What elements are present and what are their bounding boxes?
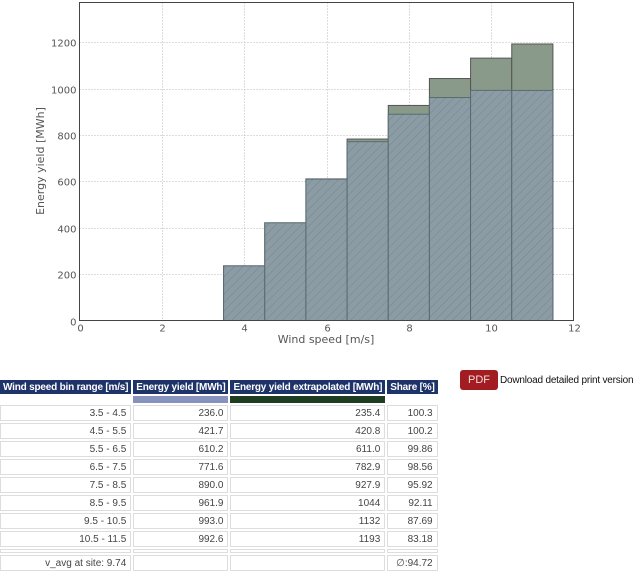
- table-row: 8.5 - 9.5 961.9 1044 92.11: [0, 495, 438, 511]
- plot-frame: [79, 2, 574, 321]
- yield-bars: [223, 89, 554, 322]
- x-tick-label: 12: [568, 324, 581, 335]
- axis-ticks: 0 2 4 6 8 10 12 0 200 400 600 800 1000 1200: [51, 39, 581, 335]
- x-tick-label: 2: [159, 324, 165, 335]
- x-tick-label: 0: [77, 324, 83, 335]
- cell-extrapolated: 1193: [230, 531, 386, 547]
- swatch-energy-yield: [133, 396, 229, 403]
- yield-bar: [428, 97, 472, 321]
- cell-bin: 8.5 - 9.5: [0, 495, 132, 511]
- table-row: 9.5 - 10.5 993.0 1132 87.69: [0, 513, 438, 529]
- x-tick-label: 8: [406, 324, 412, 335]
- spacer-cell: [387, 549, 438, 553]
- cell-yield: 961.9: [133, 495, 229, 511]
- cell-bin: 9.5 - 10.5: [0, 513, 132, 529]
- energy-yield-chart: 0 2 4 6 8 10 12 0 200 400 600 800 1000 1200 Wind spee…: [34, 2, 581, 346]
- cell-bin: 3.5 - 4.5: [0, 405, 132, 421]
- cell-share: 100.2: [387, 423, 438, 439]
- table-footer-row: v_avg at site: 9.74 ∅:94.72: [0, 555, 438, 571]
- cell-share: 92.11: [387, 495, 438, 511]
- cell-yield: 610.2: [133, 441, 229, 457]
- swatch-empty: [387, 396, 437, 403]
- pdf-button[interactable]: PDF: [460, 370, 498, 390]
- header-bin-range: Wind speed bin range [m/s]: [0, 380, 132, 394]
- y-tick-label: 200: [57, 271, 76, 282]
- yield-bar: [387, 113, 430, 322]
- swatch-energy-extrapolated: [230, 396, 386, 403]
- y-tick-label: 400: [57, 225, 76, 236]
- table-row: 5.5 - 6.5 610.2 611.0 99.86: [0, 441, 438, 457]
- yield-bar: [511, 89, 554, 321]
- table-row: 3.5 - 4.5 236.0 235.4 100.3: [0, 405, 438, 421]
- x-tick-label: 4: [241, 324, 247, 335]
- y-tick-label: 0: [70, 318, 76, 329]
- spacer-cell: [0, 549, 132, 553]
- x-tick-label: 6: [324, 324, 330, 335]
- cell-extrapolated: 235.4: [230, 405, 386, 421]
- cell-bin: 4.5 - 5.5: [0, 423, 132, 439]
- spacer-cell: [230, 549, 386, 553]
- yield-bar: [264, 222, 307, 321]
- pdf-download: PDF Download detailed print version: [460, 370, 634, 390]
- cell-extrapolated: 1132: [230, 513, 386, 529]
- cell-yield: 992.6: [133, 531, 229, 547]
- yield-bar: [305, 178, 348, 321]
- y-axis-label: Energy yield [MWh]: [34, 107, 47, 215]
- header-share: Share [%]: [387, 380, 438, 394]
- table-row: 10.5 - 11.5 992.6 1193 83.18: [0, 531, 438, 547]
- swatch-empty: [0, 396, 131, 403]
- table-row: 7.5 - 8.5 890.0 927.9 95.92: [0, 477, 438, 493]
- table-header-row: Wind speed bin range [m/s] Energy yield …: [0, 380, 438, 394]
- download-print-link[interactable]: Download detailed print version: [500, 374, 634, 386]
- cell-yield: 421.7: [133, 423, 229, 439]
- yield-bar: [470, 89, 513, 321]
- cell-share: 95.92: [387, 477, 438, 493]
- y-tick-label: 600: [57, 178, 76, 189]
- y-tick-label: 1000: [51, 86, 76, 97]
- y-tick-label: 800: [57, 132, 76, 143]
- cell-extrapolated: 611.0: [230, 441, 386, 457]
- cell-bin: 7.5 - 8.5: [0, 477, 132, 493]
- table-row: 6.5 - 7.5 771.6 782.9 98.56: [0, 459, 438, 475]
- cell-extrapolated: 927.9: [230, 477, 386, 493]
- header-energy-yield: Energy yield [MWh]: [133, 380, 229, 394]
- footer-empty: [133, 555, 229, 571]
- yield-table: Wind speed bin range [m/s] Energy yield …: [0, 378, 440, 573]
- legend-swatch-row: [0, 396, 438, 403]
- yield-bar: [346, 141, 389, 321]
- cell-extrapolated: 1044: [230, 495, 386, 511]
- yield-bar: [223, 265, 266, 321]
- avg-wind-speed: v_avg at site: 9.74: [0, 555, 132, 571]
- cell-extrapolated: 420.8: [230, 423, 386, 439]
- cell-share: 87.69: [387, 513, 438, 529]
- cell-yield: 993.0: [133, 513, 229, 529]
- table-row: 4.5 - 5.5 421.7 420.8 100.2: [0, 423, 438, 439]
- cell-bin: 5.5 - 6.5: [0, 441, 132, 457]
- cell-bin: 10.5 - 11.5: [0, 531, 132, 547]
- footer-empty: [230, 555, 386, 571]
- cell-share: 99.86: [387, 441, 438, 457]
- cell-share: 83.18: [387, 531, 438, 547]
- cell-yield: 236.0: [133, 405, 229, 421]
- header-energy-extrapolated: Energy yield extrapolated [MWh]: [230, 380, 386, 394]
- x-axis-label: Wind speed [m/s]: [278, 333, 375, 346]
- x-tick-label: 10: [485, 324, 498, 335]
- cell-share: 100.3: [387, 405, 438, 421]
- cell-yield: 771.6: [133, 459, 229, 475]
- cell-extrapolated: 782.9: [230, 459, 386, 475]
- cell-share: 98.56: [387, 459, 438, 475]
- avg-share: ∅:94.72: [387, 555, 438, 571]
- cell-bin: 6.5 - 7.5: [0, 459, 132, 475]
- y-tick-label: 1200: [51, 39, 76, 50]
- spacer-row: [0, 549, 438, 553]
- cell-yield: 890.0: [133, 477, 229, 493]
- spacer-cell: [133, 549, 229, 553]
